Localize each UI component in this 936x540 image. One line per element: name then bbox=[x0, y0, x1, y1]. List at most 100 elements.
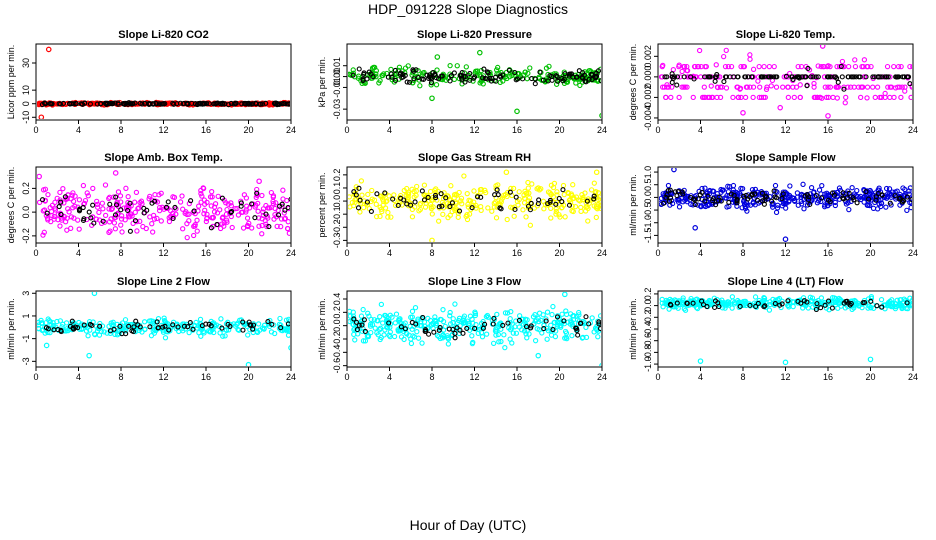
data-point-dark bbox=[181, 100, 187, 106]
data-point bbox=[444, 333, 451, 339]
data-point bbox=[546, 63, 552, 69]
data-point-dark bbox=[862, 299, 868, 306]
data-point-dark bbox=[506, 67, 512, 73]
data-point bbox=[801, 206, 807, 212]
data-point bbox=[414, 329, 420, 335]
data-point-dark bbox=[431, 72, 437, 78]
data-point-dark bbox=[909, 197, 912, 203]
data-point-dark bbox=[580, 75, 586, 81]
data-point bbox=[192, 221, 198, 228]
data-point-dark bbox=[494, 187, 500, 193]
data-point bbox=[173, 211, 179, 217]
data-point-dark bbox=[472, 74, 478, 80]
x-tick-label: 12 bbox=[469, 372, 479, 382]
y-tick-label: 0.0 bbox=[643, 191, 653, 204]
data-point bbox=[123, 185, 129, 191]
data-point bbox=[359, 328, 365, 334]
data-point-dark bbox=[827, 74, 833, 80]
data-point-dark bbox=[246, 319, 252, 325]
data-point bbox=[396, 316, 402, 322]
data-point bbox=[855, 194, 861, 200]
data-point bbox=[729, 294, 736, 300]
data-point bbox=[382, 312, 388, 319]
data-point-dark bbox=[875, 191, 881, 197]
data-point-dark bbox=[843, 298, 849, 305]
data-point bbox=[58, 215, 65, 221]
data-point bbox=[458, 195, 465, 201]
data-point bbox=[800, 181, 806, 187]
data-point-dark bbox=[181, 323, 188, 329]
x-tick-label: 4 bbox=[698, 372, 703, 382]
data-point bbox=[895, 63, 902, 70]
data-point bbox=[352, 199, 358, 205]
data-point-dark bbox=[907, 81, 912, 87]
data-point-dark bbox=[419, 188, 425, 194]
outlier-point bbox=[37, 173, 42, 180]
data-point bbox=[597, 313, 601, 319]
data-point bbox=[756, 94, 763, 101]
x-tick-label: 24 bbox=[286, 125, 296, 135]
data-point bbox=[402, 65, 409, 71]
y-tick-label: 0.0 bbox=[21, 206, 31, 219]
data-point-dark bbox=[419, 76, 425, 82]
data-point bbox=[665, 182, 672, 189]
data-point-dark bbox=[44, 210, 50, 216]
data-point-dark bbox=[467, 77, 473, 83]
data-point bbox=[555, 322, 561, 328]
data-point-dark bbox=[425, 194, 431, 200]
data-point bbox=[583, 324, 589, 331]
data-point bbox=[907, 295, 912, 301]
data-point bbox=[534, 326, 540, 332]
data-point-dark bbox=[598, 78, 601, 84]
data-point bbox=[739, 186, 746, 192]
panel-sampleflow: Slope Sample Flow 0 4 8 12 16 20 24 -1.5-1.0-0.5… bbox=[628, 152, 918, 258]
x-tick-label: 4 bbox=[76, 248, 81, 258]
data-point bbox=[280, 187, 286, 193]
data-point bbox=[544, 336, 550, 342]
data-point bbox=[870, 205, 877, 211]
data-point bbox=[887, 94, 893, 101]
data-point bbox=[61, 328, 67, 334]
data-point bbox=[133, 189, 140, 196]
data-point-dark bbox=[154, 319, 160, 325]
data-point bbox=[409, 214, 416, 220]
data-point bbox=[273, 200, 279, 206]
y-tick-label: 0.00 bbox=[332, 68, 342, 86]
data-point-dark bbox=[759, 190, 765, 196]
data-point-dark bbox=[282, 207, 288, 213]
data-point bbox=[835, 84, 842, 90]
data-point-dark bbox=[667, 301, 673, 308]
data-point bbox=[224, 219, 230, 225]
data-point bbox=[659, 200, 663, 206]
x-tick-label: 16 bbox=[512, 372, 522, 382]
data-point-dark bbox=[669, 71, 675, 77]
x-tick-label: 0 bbox=[655, 125, 660, 135]
outlier-point bbox=[245, 361, 252, 366]
data-point-dark bbox=[674, 300, 680, 306]
data-point bbox=[139, 201, 145, 207]
data-point bbox=[874, 206, 881, 212]
data-point bbox=[681, 84, 687, 90]
data-point-dark bbox=[62, 194, 68, 200]
data-point bbox=[163, 320, 169, 327]
data-point bbox=[359, 192, 365, 198]
outlier-point bbox=[429, 95, 435, 102]
data-point-dark bbox=[123, 331, 129, 337]
y-tick-label: 0.2 bbox=[332, 306, 342, 319]
data-point bbox=[830, 94, 836, 101]
data-point-dark bbox=[39, 197, 46, 203]
data-point bbox=[157, 204, 163, 211]
data-point-dark bbox=[712, 298, 719, 304]
data-point bbox=[391, 192, 397, 198]
data-point bbox=[454, 63, 460, 69]
data-point-dark bbox=[810, 74, 816, 80]
data-point bbox=[135, 205, 141, 212]
panel-pressure: Slope Li-820 Pressure 0 4 8 12 16 20 24 -0.03-0.… bbox=[317, 29, 607, 135]
data-point bbox=[254, 328, 260, 334]
data-point-dark bbox=[805, 197, 811, 203]
data-point bbox=[665, 84, 672, 90]
data-point-dark bbox=[269, 321, 275, 327]
data-point bbox=[209, 189, 215, 195]
data-point bbox=[791, 94, 797, 101]
data-point bbox=[277, 315, 283, 322]
